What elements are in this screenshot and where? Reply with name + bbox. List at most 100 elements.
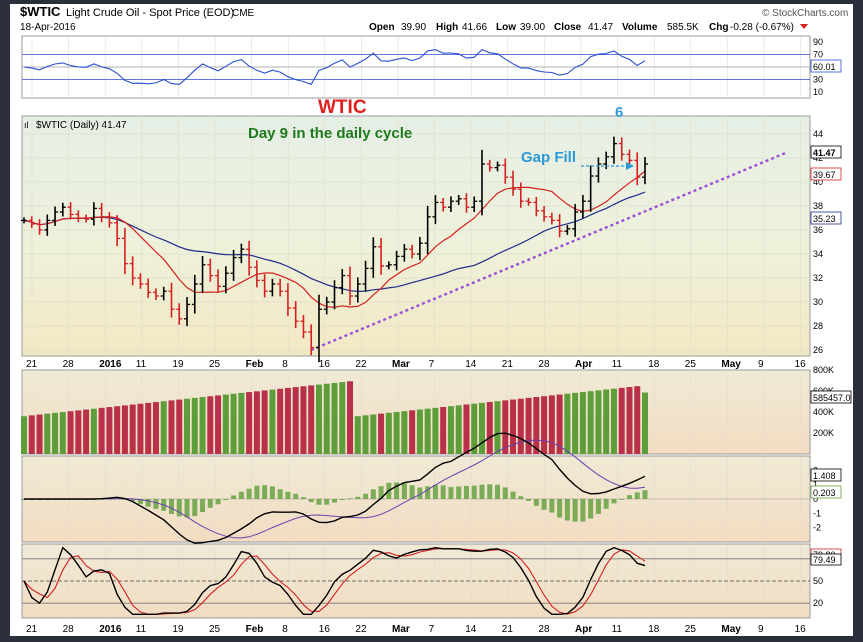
price-tick-label: 30: [813, 297, 823, 307]
macd-histogram-bar: [634, 492, 640, 499]
stoch-k-box: [810, 553, 842, 566]
x-axis-label-bottom: 11: [612, 624, 623, 635]
volume-bar: [603, 389, 610, 454]
volume-bar: [595, 390, 602, 454]
x-axis-label-bottom: 25: [209, 624, 221, 635]
volume-bar: [486, 402, 493, 454]
macd-histogram-bar: [394, 482, 400, 499]
macd-histogram-bar: [580, 499, 586, 522]
volume-bar: [424, 408, 431, 454]
volume-bar: [230, 393, 237, 454]
high-label: High: [436, 22, 458, 33]
macd-histogram-bar: [168, 499, 174, 514]
volume-value: 585.5K: [667, 22, 699, 33]
macd-histogram-bar: [122, 498, 128, 500]
volume-bar: [28, 415, 35, 454]
macd-histogram-bar: [502, 487, 508, 499]
x-axis-label-bottom: 7: [429, 624, 435, 635]
rsi-tick-label: 70: [813, 50, 823, 60]
volume-bar: [145, 402, 152, 454]
x-axis-label: 7: [429, 359, 435, 370]
volume-bar: [525, 397, 532, 454]
macd-histogram-bar: [549, 499, 555, 513]
x-axis-label: 2016: [99, 359, 122, 370]
volume-bar: [626, 387, 633, 454]
ma-long-label: 35.23: [813, 214, 836, 224]
macd-tick-label: -1: [813, 508, 821, 518]
volume-bar: [447, 406, 454, 454]
macd-histogram-bar: [588, 499, 594, 519]
rsi-series: [22, 48, 810, 86]
macd-histogram-bar: [479, 484, 485, 499]
volume-bar: [215, 395, 222, 454]
macd-histogram-bar: [487, 484, 493, 499]
volume-bar: [114, 406, 121, 454]
macd-histogram-bar: [269, 486, 275, 499]
chart-date: 18-Apr-2016: [20, 22, 76, 33]
macd-histogram-bar: [626, 495, 632, 499]
trendline: [310, 152, 786, 352]
volume-bar: [67, 411, 74, 454]
price-legend-icon: ıl: [24, 120, 29, 130]
price-tick-label: 28: [813, 321, 823, 331]
macd-histogram-bar: [262, 485, 268, 499]
volume-bar: [137, 403, 144, 454]
x-axis-label: 18: [648, 359, 660, 370]
macd-histogram-bar: [541, 499, 547, 510]
volume-bar: [378, 413, 385, 454]
x-axis-label: 16: [795, 359, 807, 370]
annotation-title: WTIC: [318, 97, 367, 118]
volume-bar: [642, 392, 648, 454]
rsi-value-box: [810, 59, 842, 73]
macd-histogram-bar: [456, 486, 462, 499]
macd-histogram-bar: [463, 485, 469, 499]
macd-histogram-bar: [526, 499, 532, 501]
x-axis-label: 16: [319, 359, 331, 370]
price-tick-label: 44: [813, 129, 823, 139]
volume-bar: [510, 399, 517, 454]
x-axis-label-bottom: 22: [355, 624, 367, 635]
x-axis-label: Mar: [392, 359, 410, 370]
macd-value-label: 1.408: [813, 471, 836, 481]
volume-bar: [129, 404, 136, 454]
volume-label: Volume: [622, 22, 658, 33]
macd-histogram-bar: [510, 491, 516, 499]
volume-bar: [21, 416, 27, 454]
macd-histogram-bar: [495, 484, 501, 499]
volume-bar: [300, 386, 307, 454]
volume-bar: [168, 400, 175, 454]
macd-histogram-bar: [363, 493, 369, 499]
volume-bar: [409, 410, 416, 454]
rsi-tick-label: 30: [813, 74, 823, 84]
close-value: 41.47: [588, 22, 613, 33]
symbol-label: $WTIC: [20, 4, 61, 19]
x-axis-label-bottom: 21: [502, 624, 514, 635]
volume-bar: [75, 410, 82, 454]
volume-bar: [277, 388, 284, 454]
volume-bar: [331, 382, 338, 454]
macd-histogram-bar: [332, 499, 337, 503]
x-axis-label-bottom: 16: [319, 624, 331, 635]
x-axis-label-bottom: 2016: [99, 624, 122, 635]
watermark: © StockCharts.com: [762, 8, 848, 19]
stochastic-series: [22, 546, 810, 615]
macd-histogram-bar: [238, 491, 244, 499]
macd-histogram-bar: [130, 499, 136, 502]
volume-bar: [393, 411, 400, 454]
volume-bar: [36, 414, 43, 454]
macd-histogram-bar: [440, 485, 446, 499]
macd-histogram-bar: [619, 498, 625, 500]
volume-value-box: [810, 390, 852, 404]
rsi-line: [23, 48, 646, 86]
macd-histogram-bar: [557, 499, 563, 518]
volume-bar: [199, 397, 206, 454]
volume-bar: [587, 391, 594, 454]
macd-histogram-bar: [339, 499, 345, 500]
open-value: 39.90: [401, 22, 426, 33]
macd-line: [24, 432, 646, 544]
macd-histogram-bar: [153, 499, 159, 509]
macd-tick-label: 1: [813, 480, 818, 490]
macd-histogram-bar: [254, 485, 260, 499]
macd-histogram-bar: [370, 489, 376, 499]
